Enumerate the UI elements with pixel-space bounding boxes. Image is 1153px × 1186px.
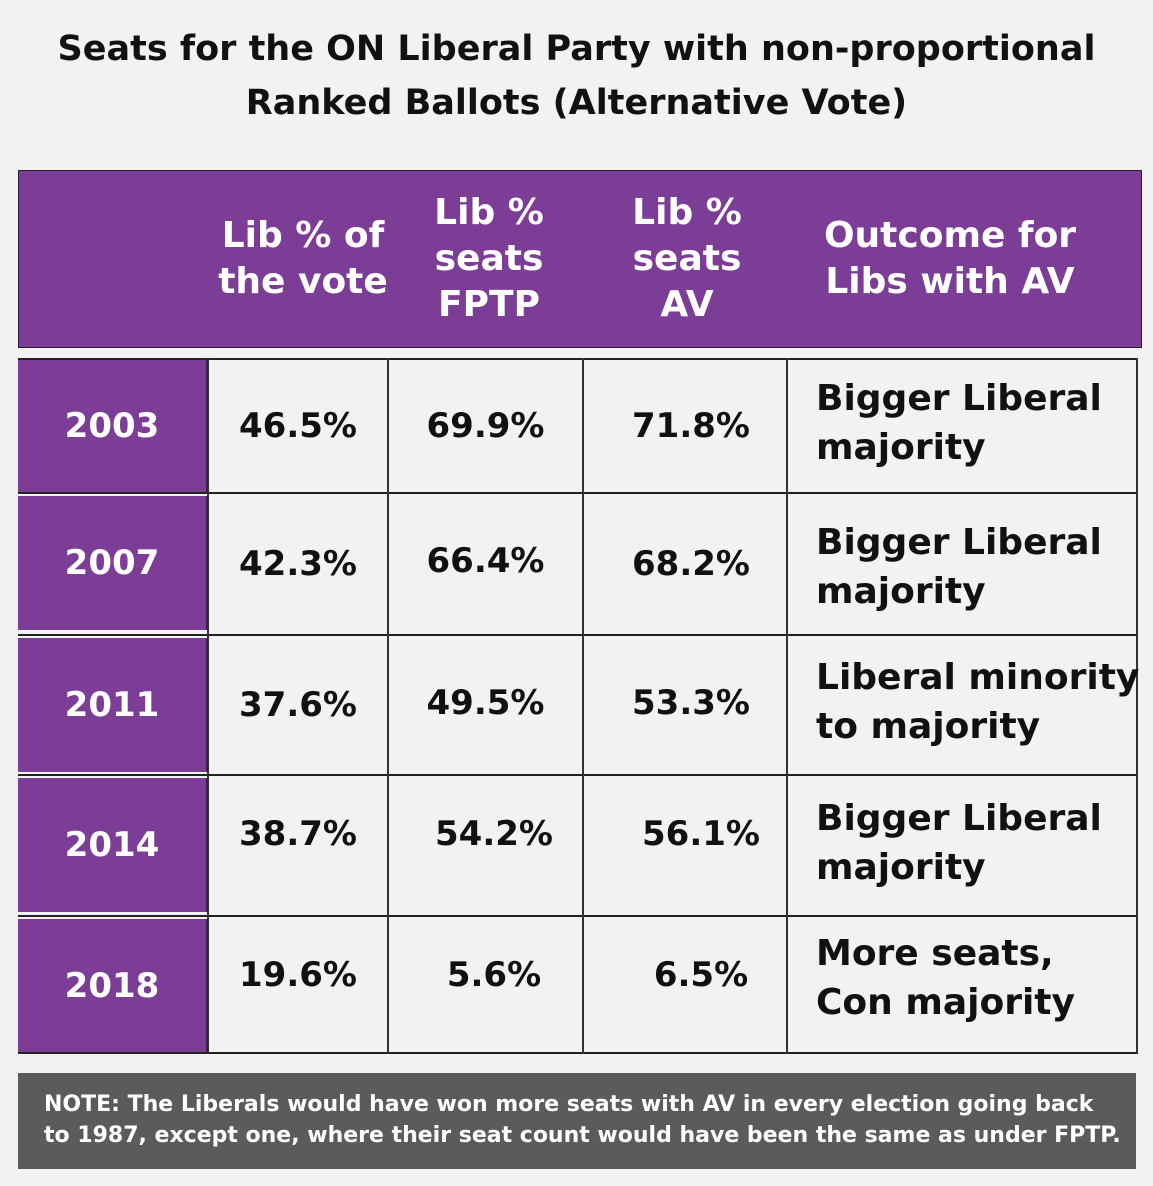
cell-av: 56.1% (642, 814, 760, 854)
cell-av: 53.3% (632, 683, 750, 723)
header-vote-line-2: the vote (218, 261, 388, 302)
outcome-line-1: Bigger Liberal (816, 798, 1102, 839)
row-year: 2018 (18, 919, 208, 1052)
cell-outcome: Liberal minority to majority (816, 653, 1140, 751)
note-line-1: NOTE: The Liberals would have won more s… (44, 1092, 1094, 1117)
header-fptp-line-1: Lib % (434, 192, 544, 233)
grid-col-line (207, 358, 209, 1054)
outcome-line-2: Con majority (816, 982, 1075, 1023)
row-year: 2007 (18, 496, 208, 630)
cell-fptp: 5.6% (446, 955, 542, 995)
grid-line (18, 492, 1138, 494)
header-av-line-2: seats (632, 238, 742, 279)
cell-outcome: Bigger Liberal majority (816, 794, 1138, 892)
header-vote: Lib % of the vote (215, 171, 391, 347)
cell-fptp: 69.9% (426, 406, 545, 446)
cell-vote: 42.3% (239, 544, 357, 584)
header-outcome-line-1: Outcome for (823, 215, 1077, 256)
grid-line-bottom (18, 1052, 1138, 1054)
row-year: 2003 (18, 360, 208, 492)
header-outcome: Outcome for Libs with AV (789, 171, 1111, 347)
cell-fptp: 49.5% (426, 683, 545, 723)
header-vote-line-1: Lib % of (221, 215, 385, 256)
outcome-line-1: Liberal minority (816, 657, 1140, 698)
cell-av: 68.2% (632, 544, 750, 584)
grid-line (18, 915, 1138, 917)
cell-fptp: 66.4% (426, 541, 545, 581)
header-av-line-3: AV (660, 284, 714, 325)
grid-col-line (1136, 358, 1138, 1054)
cell-av: 71.8% (632, 406, 750, 446)
cell-outcome: Bigger Liberal majority (816, 374, 1138, 472)
table-header: Lib % of the vote Lib % seats FPTP Lib %… (18, 170, 1142, 348)
note-box: NOTE: The Liberals would have won more s… (18, 1073, 1136, 1169)
cell-outcome: More seats, Con majority (816, 929, 1138, 1027)
grid-col-line (387, 358, 389, 1054)
grid-line (18, 634, 1138, 636)
outcome-line-2: majority (816, 847, 986, 888)
outcome-line-2: majority (816, 571, 986, 612)
cell-outcome: Bigger Liberal majority (816, 518, 1138, 616)
header-av-line-1: Lib % (632, 192, 742, 233)
note-line-2: to 1987, except one, where their seat co… (44, 1123, 1121, 1148)
header-fptp: Lib % seats FPTP (391, 171, 587, 347)
header-fptp-line-3: FPTP (438, 284, 540, 325)
outcome-line-1: Bigger Liberal (816, 522, 1102, 563)
outcome-line-2: majority (816, 427, 986, 468)
cell-fptp: 54.2% (435, 814, 553, 854)
cell-av: 6.5% (653, 955, 749, 995)
cell-vote: 46.5% (239, 406, 357, 446)
grid-line (18, 774, 1138, 776)
cell-vote: 19.6% (239, 955, 357, 995)
grid-col-line (786, 358, 788, 1054)
header-outcome-line-2: Libs with AV (825, 261, 1075, 302)
outcome-line-2: to majority (816, 706, 1041, 747)
chart-title: Seats for the ON Liberal Party with non-… (0, 22, 1153, 130)
row-year: 2014 (18, 778, 208, 912)
row-year: 2011 (18, 638, 208, 772)
title-line-1: Seats for the ON Liberal Party with non-… (57, 29, 1096, 69)
grid-line-top (18, 358, 1138, 360)
header-fptp-line-2: seats (434, 238, 544, 279)
grid-col-line (582, 358, 584, 1054)
header-av: Lib % seats AV (585, 171, 789, 347)
cell-vote: 37.6% (239, 685, 357, 725)
outcome-line-1: More seats, (816, 933, 1054, 974)
title-line-2: Ranked Ballots (Alternative Vote) (245, 83, 908, 123)
cell-vote: 38.7% (239, 814, 357, 854)
outcome-line-1: Bigger Liberal (816, 378, 1102, 419)
